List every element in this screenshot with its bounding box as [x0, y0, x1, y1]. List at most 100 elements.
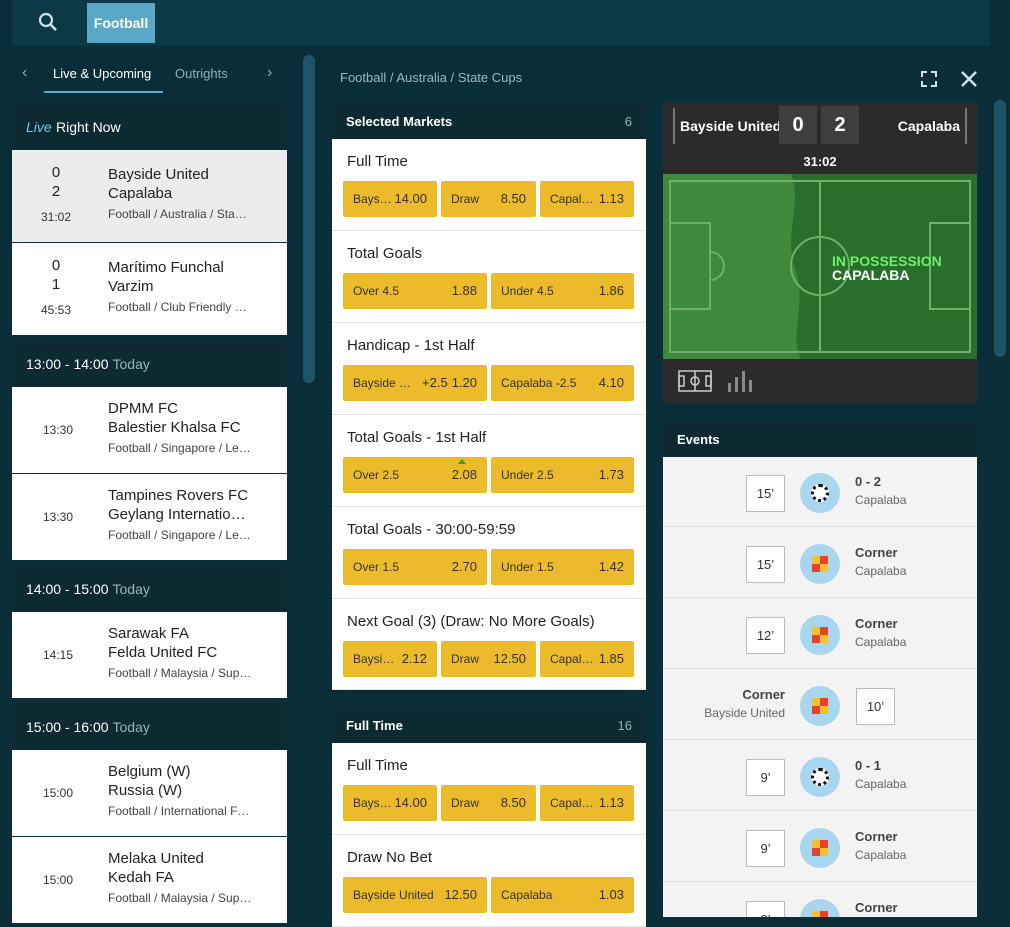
event-minute: 15’: [746, 475, 785, 512]
odds-button[interactable]: Bayside United 12.50: [343, 877, 487, 913]
event-team: Capalaba: [855, 564, 907, 578]
flag: [820, 911, 828, 917]
event-team: Capalaba: [855, 848, 907, 862]
odds: +2.5 1.20: [422, 375, 477, 390]
panel-title: Full Time: [346, 718, 403, 733]
expand-icon[interactable]: [920, 70, 938, 88]
tab-prev[interactable]: ‹: [22, 64, 28, 81]
odds-value: 1.88: [451, 283, 477, 298]
odds-value: 14.00: [394, 795, 427, 810]
flag: [812, 840, 820, 848]
section-title: 13:00 - 14:00 Today: [26, 356, 150, 372]
scrollbar[interactable]: [994, 100, 1006, 357]
match-card[interactable]: 13:30 DPMM FC Balestier Khalsa FC Football …: [12, 387, 287, 473]
odds-value: 1.13: [598, 191, 624, 206]
event-title: Corner: [855, 616, 898, 631]
section-header: 15:00 - 16:00 Today: [12, 703, 287, 749]
match-card[interactable]: 15:00 Belgium (W) Russia (W) Football / Int…: [12, 750, 287, 836]
pitch-view-icon[interactable]: [678, 369, 714, 393]
start-time: 15:00: [42, 873, 74, 887]
odds: 12.50: [493, 651, 526, 666]
odds: 4.10: [599, 375, 624, 390]
flag: [820, 698, 828, 706]
odds-button[interactable]: Draw 12.50: [441, 641, 536, 677]
odds-button[interactable]: Under 1.5 1.42: [491, 549, 634, 585]
flag: [820, 706, 828, 714]
selection-name: Draw: [451, 652, 480, 666]
day: Today: [112, 581, 150, 597]
odds: 14.00: [394, 795, 427, 810]
odds-button[interactable]: Capal… 1.85: [540, 641, 634, 677]
selection-name: Under 2.5: [501, 468, 554, 482]
breadcrumb[interactable]: Football / Australia / State Cups: [340, 70, 523, 85]
section-header: 13:00 - 14:00 Today: [12, 340, 287, 386]
handicap-line: +2.5: [422, 375, 448, 390]
league: Football / International F…: [108, 804, 250, 818]
tab-next[interactable]: ›: [267, 64, 273, 81]
match-card[interactable]: 0 2 31:02 Bayside United Capalaba Football / …: [12, 150, 287, 242]
match-card[interactable]: 15:00 Melaka United Kedah FA Football / Mal…: [12, 837, 287, 923]
scrollbar[interactable]: [303, 55, 315, 383]
tab[interactable]: Live & Upcoming: [53, 66, 152, 81]
market-count: 16: [617, 718, 632, 733]
event-title: Corner: [855, 829, 898, 844]
odds-button[interactable]: Bays… 14.00: [343, 181, 437, 217]
odds-button[interactable]: Draw 8.50: [441, 181, 536, 217]
odds-button[interactable]: Under 4.5 1.86: [491, 273, 634, 309]
odds: 2.70: [452, 559, 477, 574]
odds: 1.42: [599, 559, 624, 574]
league: Football / Club Friendly …: [108, 300, 247, 314]
match-card[interactable]: 14:15 Sarawak FA Felda United FC Football /…: [12, 612, 287, 698]
odds-value: 12.50: [444, 887, 477, 902]
event-row: 9’ 0 - 1 Capalaba: [663, 741, 977, 811]
corner-icon: [800, 544, 840, 584]
home-team: Bayside United: [108, 166, 209, 183]
selection-name: Capal…: [550, 652, 594, 666]
event-minute: 15’: [746, 546, 785, 583]
sport-button[interactable]: Football: [87, 3, 155, 43]
odds-button[interactable]: Bays… 14.00: [343, 785, 437, 821]
odds-value: 1.86: [598, 283, 624, 298]
odds-button[interactable]: Over 2.5 2.08: [343, 457, 487, 493]
stats-icon[interactable]: [727, 369, 753, 393]
tab[interactable]: Outrights: [175, 66, 228, 81]
odds: 1.13: [599, 191, 624, 206]
close-icon[interactable]: [960, 70, 978, 88]
event-row: 15’ Corner Capalaba: [663, 528, 977, 598]
odds-button[interactable]: Capalaba 1.03: [491, 877, 634, 913]
ball: [811, 484, 829, 502]
league: Football / Malaysia / Sup…: [108, 666, 252, 680]
odds: 1.73: [599, 467, 624, 482]
flag: [812, 706, 820, 714]
match-card[interactable]: 0 1 45:53 Marítimo Funchal Varzim Football / …: [12, 243, 287, 335]
odds-button[interactable]: Over 4.5 1.88: [343, 273, 487, 309]
selection-name: Over 1.5: [353, 560, 400, 574]
score: 0: [51, 257, 61, 274]
odds-button[interactable]: Under 2.5 1.73: [491, 457, 634, 493]
odds-button[interactable]: Draw 8.50: [441, 785, 536, 821]
odds-button[interactable]: Baysi… 2.12: [343, 641, 437, 677]
odds-button[interactable]: Capal… 1.13: [540, 181, 634, 217]
search-icon[interactable]: [38, 12, 58, 32]
away-team: Capalaba: [897, 118, 960, 134]
odds-button[interactable]: Capalaba -2.5 4.10: [491, 365, 634, 401]
home-score: 0: [779, 106, 817, 144]
time-range: 13:00 - 14:00: [26, 356, 109, 372]
odds-button[interactable]: Capal… 1.13: [540, 785, 634, 821]
match-card[interactable]: 13:30 Tampines Rovers FC Geylang Internati…: [12, 474, 287, 560]
possession-label: IN POSSESSION: [832, 253, 942, 269]
team-bar: [965, 108, 967, 144]
away-team: Balestier Khalsa FC: [108, 419, 241, 436]
odds-button[interactable]: Bayside … +2.5 1.20: [343, 365, 487, 401]
odds-value: 1.73: [598, 467, 624, 482]
event-title: Corner: [742, 687, 785, 702]
section-title: 14:00 - 15:00 Today: [26, 581, 150, 597]
selection-name: Bayside …: [353, 376, 412, 390]
odds-button[interactable]: Over 1.5 2.70: [343, 549, 487, 585]
event-title: 0 - 1: [855, 758, 882, 773]
event-minute: 9’: [746, 830, 785, 867]
flag: [820, 848, 828, 856]
selection-name: Capalaba -2.5: [501, 376, 577, 390]
event-team: Bayside United: [704, 706, 785, 720]
